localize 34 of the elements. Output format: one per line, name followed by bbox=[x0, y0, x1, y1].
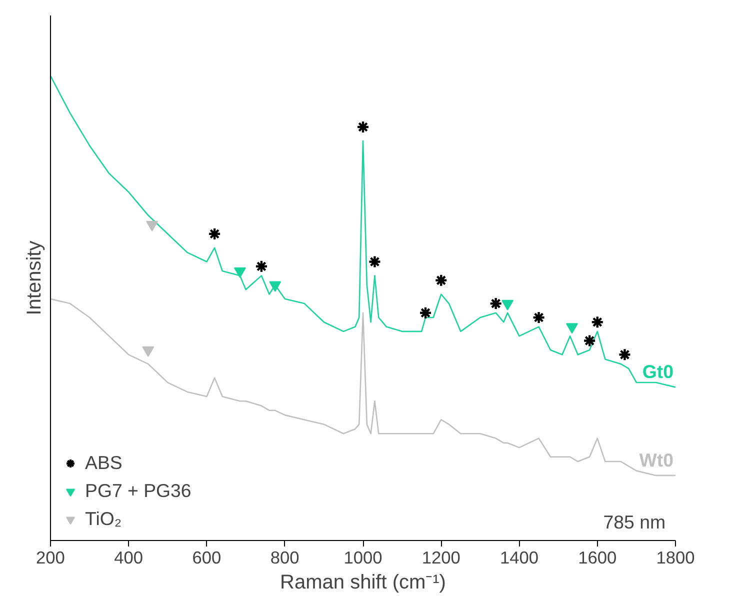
x-tick-label: 1400 bbox=[500, 548, 539, 568]
point bbox=[146, 220, 158, 232]
x-tick-label: 200 bbox=[36, 548, 65, 568]
point bbox=[208, 227, 222, 240]
point bbox=[566, 323, 578, 334]
point bbox=[532, 310, 546, 324]
point bbox=[418, 306, 432, 320]
y-axis-title: Intensity bbox=[24, 240, 46, 316]
point bbox=[489, 296, 502, 310]
annotation: 785 nm bbox=[603, 512, 666, 532]
x-tick-label: 1000 bbox=[344, 548, 382, 568]
series-label: Wt0 bbox=[639, 449, 674, 470]
legend-label: PG7 + PG36 bbox=[85, 480, 192, 502]
x-tick-label: 800 bbox=[270, 548, 300, 568]
x-tick-label: 1800 bbox=[656, 548, 695, 568]
legend-label: ABS bbox=[85, 452, 122, 474]
point bbox=[356, 120, 370, 134]
point bbox=[368, 255, 382, 268]
x-axis-title: Raman shift (cm⁻¹) bbox=[280, 572, 446, 594]
legend-label: TiO₂ bbox=[85, 508, 122, 530]
point bbox=[618, 348, 632, 362]
point bbox=[142, 346, 154, 357]
x-tick-label: 1200 bbox=[422, 548, 460, 568]
point bbox=[434, 274, 448, 287]
x-tick-label: 400 bbox=[114, 548, 144, 568]
point bbox=[234, 267, 246, 278]
point bbox=[590, 316, 604, 329]
point bbox=[254, 260, 268, 273]
series-label: Gt0 bbox=[642, 361, 674, 382]
x-tick-label: 1600 bbox=[578, 548, 617, 568]
point bbox=[269, 281, 282, 292]
x-tick-label: 600 bbox=[192, 548, 222, 568]
point bbox=[502, 300, 514, 310]
point bbox=[582, 334, 596, 348]
